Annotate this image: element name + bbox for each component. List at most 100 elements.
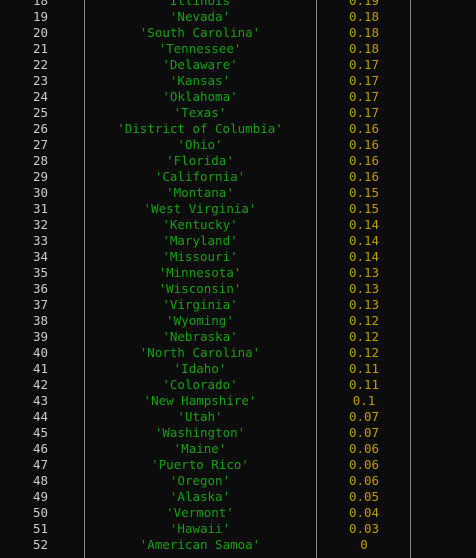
- table-row: 43 'New Hampshire' 0.1: [0, 393, 476, 409]
- state-name: 'South Carolina': [139, 25, 261, 40]
- rate-value: 0.12: [348, 345, 380, 360]
- state-name: 'District of Columbia': [117, 121, 283, 136]
- row-index: 20: [32, 25, 48, 40]
- state-name: 'Alaska': [169, 489, 231, 504]
- state-name: 'Maryland': [162, 233, 238, 248]
- state-name: 'Nebraska': [162, 329, 238, 344]
- state-name: 'Missouri': [162, 249, 238, 264]
- row-index: 36: [32, 281, 48, 296]
- rate-value: 0.07: [348, 409, 380, 424]
- table-row: 33 'Maryland' 0.14: [0, 233, 476, 249]
- rate-value: 0.16: [348, 169, 380, 184]
- table-row: 39 'Nebraska' 0.12: [0, 329, 476, 345]
- state-name: 'Ohio': [177, 137, 223, 152]
- row-index: 21: [32, 41, 48, 56]
- table-row: 42 'Colorado' 0.11: [0, 377, 476, 393]
- row-index: 28: [32, 153, 48, 168]
- rate-value: 0.15: [348, 201, 380, 216]
- state-name: 'Oklahoma': [162, 89, 238, 104]
- rate-value: 0.14: [348, 249, 380, 264]
- rate-value: 0.14: [348, 217, 380, 232]
- table-row: 45 'Washington' 0.07: [0, 425, 476, 441]
- rate-value: 0.11: [348, 361, 380, 376]
- rate-value: 0.19: [348, 0, 380, 8]
- table-row: 50 'Vermont' 0.04: [0, 505, 476, 521]
- rate-value: 0.17: [348, 57, 380, 72]
- row-index: 52: [32, 537, 48, 552]
- table-row: 35 'Minnesota' 0.13: [0, 265, 476, 281]
- state-name: 'Virginia': [162, 297, 238, 312]
- rate-value: 0.13: [348, 281, 380, 296]
- state-name: 'Utah': [177, 409, 223, 424]
- state-name: 'Hawaii': [169, 521, 231, 536]
- state-name: 'Nevada': [169, 9, 231, 24]
- table-row: 20 'South Carolina' 0.18: [0, 25, 476, 41]
- row-index: 49: [32, 489, 48, 504]
- row-index: 47: [32, 457, 48, 472]
- row-index: 38: [32, 313, 48, 328]
- column-divider-end: [410, 0, 411, 558]
- row-index: 40: [32, 345, 48, 360]
- column-divider-value: [316, 0, 317, 558]
- row-index: 22: [32, 57, 48, 72]
- state-name: 'Idaho': [173, 361, 227, 376]
- row-index: 44: [32, 409, 48, 424]
- state-name: 'Illinois': [162, 0, 238, 8]
- table-row: 34 'Missouri' 0.14: [0, 249, 476, 265]
- row-index: 23: [32, 73, 48, 88]
- row-index: 33: [32, 233, 48, 248]
- table-row: 52 'American Samoa' 0: [0, 537, 476, 553]
- state-name: 'Kentucky': [162, 217, 238, 232]
- rate-value: 0.03: [348, 521, 380, 536]
- rate-value: 0.16: [348, 121, 380, 136]
- state-name: 'New Hampshire': [143, 393, 257, 408]
- state-name: 'Tennessee': [158, 41, 242, 56]
- row-index: 29: [32, 169, 48, 184]
- rate-value: 0.12: [348, 313, 380, 328]
- state-name: 'Texas': [173, 105, 227, 120]
- table-row: 29 'California' 0.16: [0, 169, 476, 185]
- state-name: 'Delaware': [162, 57, 238, 72]
- rate-value: 0.17: [348, 105, 380, 120]
- row-index: 37: [32, 297, 48, 312]
- table-row: 41 'Idaho' 0.11: [0, 361, 476, 377]
- row-index: 18: [32, 0, 48, 8]
- rate-value: 0.1: [352, 393, 376, 408]
- table-row: 44 'Utah' 0.07: [0, 409, 476, 425]
- table-row: 27 'Ohio' 0.16: [0, 137, 476, 153]
- row-index: 41: [32, 361, 48, 376]
- state-name: 'Maine': [173, 441, 227, 456]
- row-index: 32: [32, 217, 48, 232]
- state-name: 'Kansas': [169, 73, 231, 88]
- column-divider-state: [84, 0, 85, 558]
- table-row: 24 'Oklahoma' 0.17: [0, 89, 476, 105]
- state-name: 'California': [154, 169, 246, 184]
- row-index: 30: [32, 185, 48, 200]
- state-name: 'West Virginia': [143, 201, 257, 216]
- table-row: 38 'Wyoming' 0.12: [0, 313, 476, 329]
- row-index: 45: [32, 425, 48, 440]
- table-row: 26 'District of Columbia' 0.16: [0, 121, 476, 137]
- rate-value: 0.16: [348, 137, 380, 152]
- rate-value: 0.18: [348, 9, 380, 24]
- rate-value: 0.04: [348, 505, 380, 520]
- state-name: 'Washington': [154, 425, 246, 440]
- row-index: 19: [32, 9, 48, 24]
- table-row: 31 'West Virginia' 0.15: [0, 201, 476, 217]
- table-row: 48 'Oregon' 0.06: [0, 473, 476, 489]
- table-row: 32 'Kentucky' 0.14: [0, 217, 476, 233]
- row-index: 35: [32, 265, 48, 280]
- rate-value: 0.18: [348, 41, 380, 56]
- state-name: 'Oregon': [169, 473, 231, 488]
- row-index: 51: [32, 521, 48, 536]
- table-row: 40 'North Carolina' 0.12: [0, 345, 476, 361]
- rate-value: 0.05: [348, 489, 380, 504]
- rate-value: 0.17: [348, 73, 380, 88]
- row-index: 31: [32, 201, 48, 216]
- state-name: 'Minnesota': [158, 265, 242, 280]
- table-row: 47 'Puerto Rico' 0.06: [0, 457, 476, 473]
- row-index: 42: [32, 377, 48, 392]
- rate-value: 0.16: [348, 153, 380, 168]
- state-name: 'Puerto Rico': [151, 457, 249, 472]
- table-row: 51 'Hawaii' 0.03: [0, 521, 476, 537]
